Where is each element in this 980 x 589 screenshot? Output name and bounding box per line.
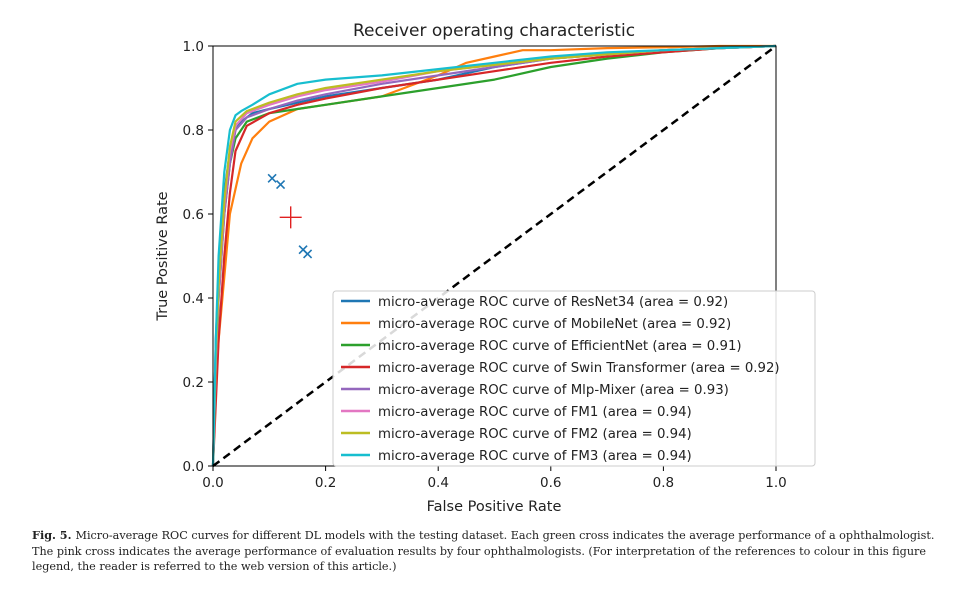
roc-curve-8 xyxy=(211,44,777,467)
legend-label: micro-average ROC curve of FM2 (area = 0… xyxy=(378,427,692,442)
roc-figure: Receiver operating characteristic 0.0 0.2… xyxy=(155,21,816,515)
legend-entry-4: micro-average ROC curve of Swin Transfor… xyxy=(341,361,780,376)
legend-label: micro-average ROC curve of MobileNet (ar… xyxy=(378,317,731,332)
x-axis-ticks: 0.0 0.2 0.4 0.6 0.8 1.0 xyxy=(202,466,787,491)
legend-entry-2: micro-average ROC curve of MobileNet (ar… xyxy=(341,317,731,332)
plot-curves xyxy=(211,44,777,468)
ophthalmologist-point-2 xyxy=(275,180,286,190)
legend: micro-average ROC curve of ResNet34 (are… xyxy=(332,290,816,467)
legend-box xyxy=(332,290,816,467)
legend-entry-8: micro-average ROC curve of FM3 (area = 0… xyxy=(341,449,692,464)
chance-diagonal xyxy=(212,44,777,468)
x-tick-label: 0.8 xyxy=(653,475,674,491)
y-tick-label: 0.6 xyxy=(183,207,204,223)
y-axis-ticks: 0.0 0.2 0.4 0.6 0.8 1.0 xyxy=(183,39,213,475)
legend-entry-7: micro-average ROC curve of FM2 (area = 0… xyxy=(341,427,692,442)
chart-title: Receiver operating characteristic xyxy=(353,21,635,41)
legend-label: micro-average ROC curve of Swin Transfor… xyxy=(378,361,780,376)
caption-text: Micro-average ROC curves for different D… xyxy=(32,529,935,573)
legend-entry-6: micro-average ROC curve of FM1 (area = 0… xyxy=(341,405,692,420)
legend-items: micro-average ROC curve of ResNet34 (are… xyxy=(341,295,780,464)
ophthalmologist-point-4 xyxy=(303,249,313,259)
caption-label: Fig. 5. xyxy=(32,528,72,542)
x-tick-label: 0.4 xyxy=(427,475,448,491)
legend-entry-5: micro-average ROC curve of Mlp-Mixer (ar… xyxy=(341,383,729,398)
roc-curve-7 xyxy=(211,44,777,467)
y-tick-label: 1.0 xyxy=(183,39,204,55)
legend-label: micro-average ROC curve of FM1 (area = 0… xyxy=(378,405,692,420)
x-axis-label: False Positive Rate xyxy=(427,499,562,515)
legend-label: micro-average ROC curve of FM3 (area = 0… xyxy=(378,449,692,464)
y-tick-label: 0.2 xyxy=(183,375,204,391)
legend-entry-3: micro-average ROC curve of EfficientNet … xyxy=(341,339,742,354)
x-tick-label: 0.0 xyxy=(202,475,223,491)
x-tick-label: 0.2 xyxy=(315,475,336,491)
x-tick-label: 0.6 xyxy=(540,475,561,491)
ophthalmologist-point-1 xyxy=(267,173,277,183)
figure-caption: Fig. 5. Micro-average ROC curves for diff… xyxy=(32,528,952,575)
average-ophthalmologist-point xyxy=(279,206,302,229)
x-tick-label: 1.0 xyxy=(765,475,786,491)
legend-label: micro-average ROC curve of EfficientNet … xyxy=(378,339,742,354)
y-tick-label: 0.8 xyxy=(183,123,204,139)
legend-entry-1: micro-average ROC curve of ResNet34 (are… xyxy=(341,295,728,310)
plot-markers xyxy=(267,173,313,259)
y-axis-label: True Positive Rate xyxy=(155,191,171,321)
y-tick-label: 0.4 xyxy=(183,291,204,307)
legend-label: micro-average ROC curve of ResNet34 (are… xyxy=(378,295,728,310)
roc-curve-4 xyxy=(211,44,777,467)
y-tick-label: 0.0 xyxy=(183,459,204,475)
legend-label: micro-average ROC curve of Mlp-Mixer (ar… xyxy=(378,383,729,398)
